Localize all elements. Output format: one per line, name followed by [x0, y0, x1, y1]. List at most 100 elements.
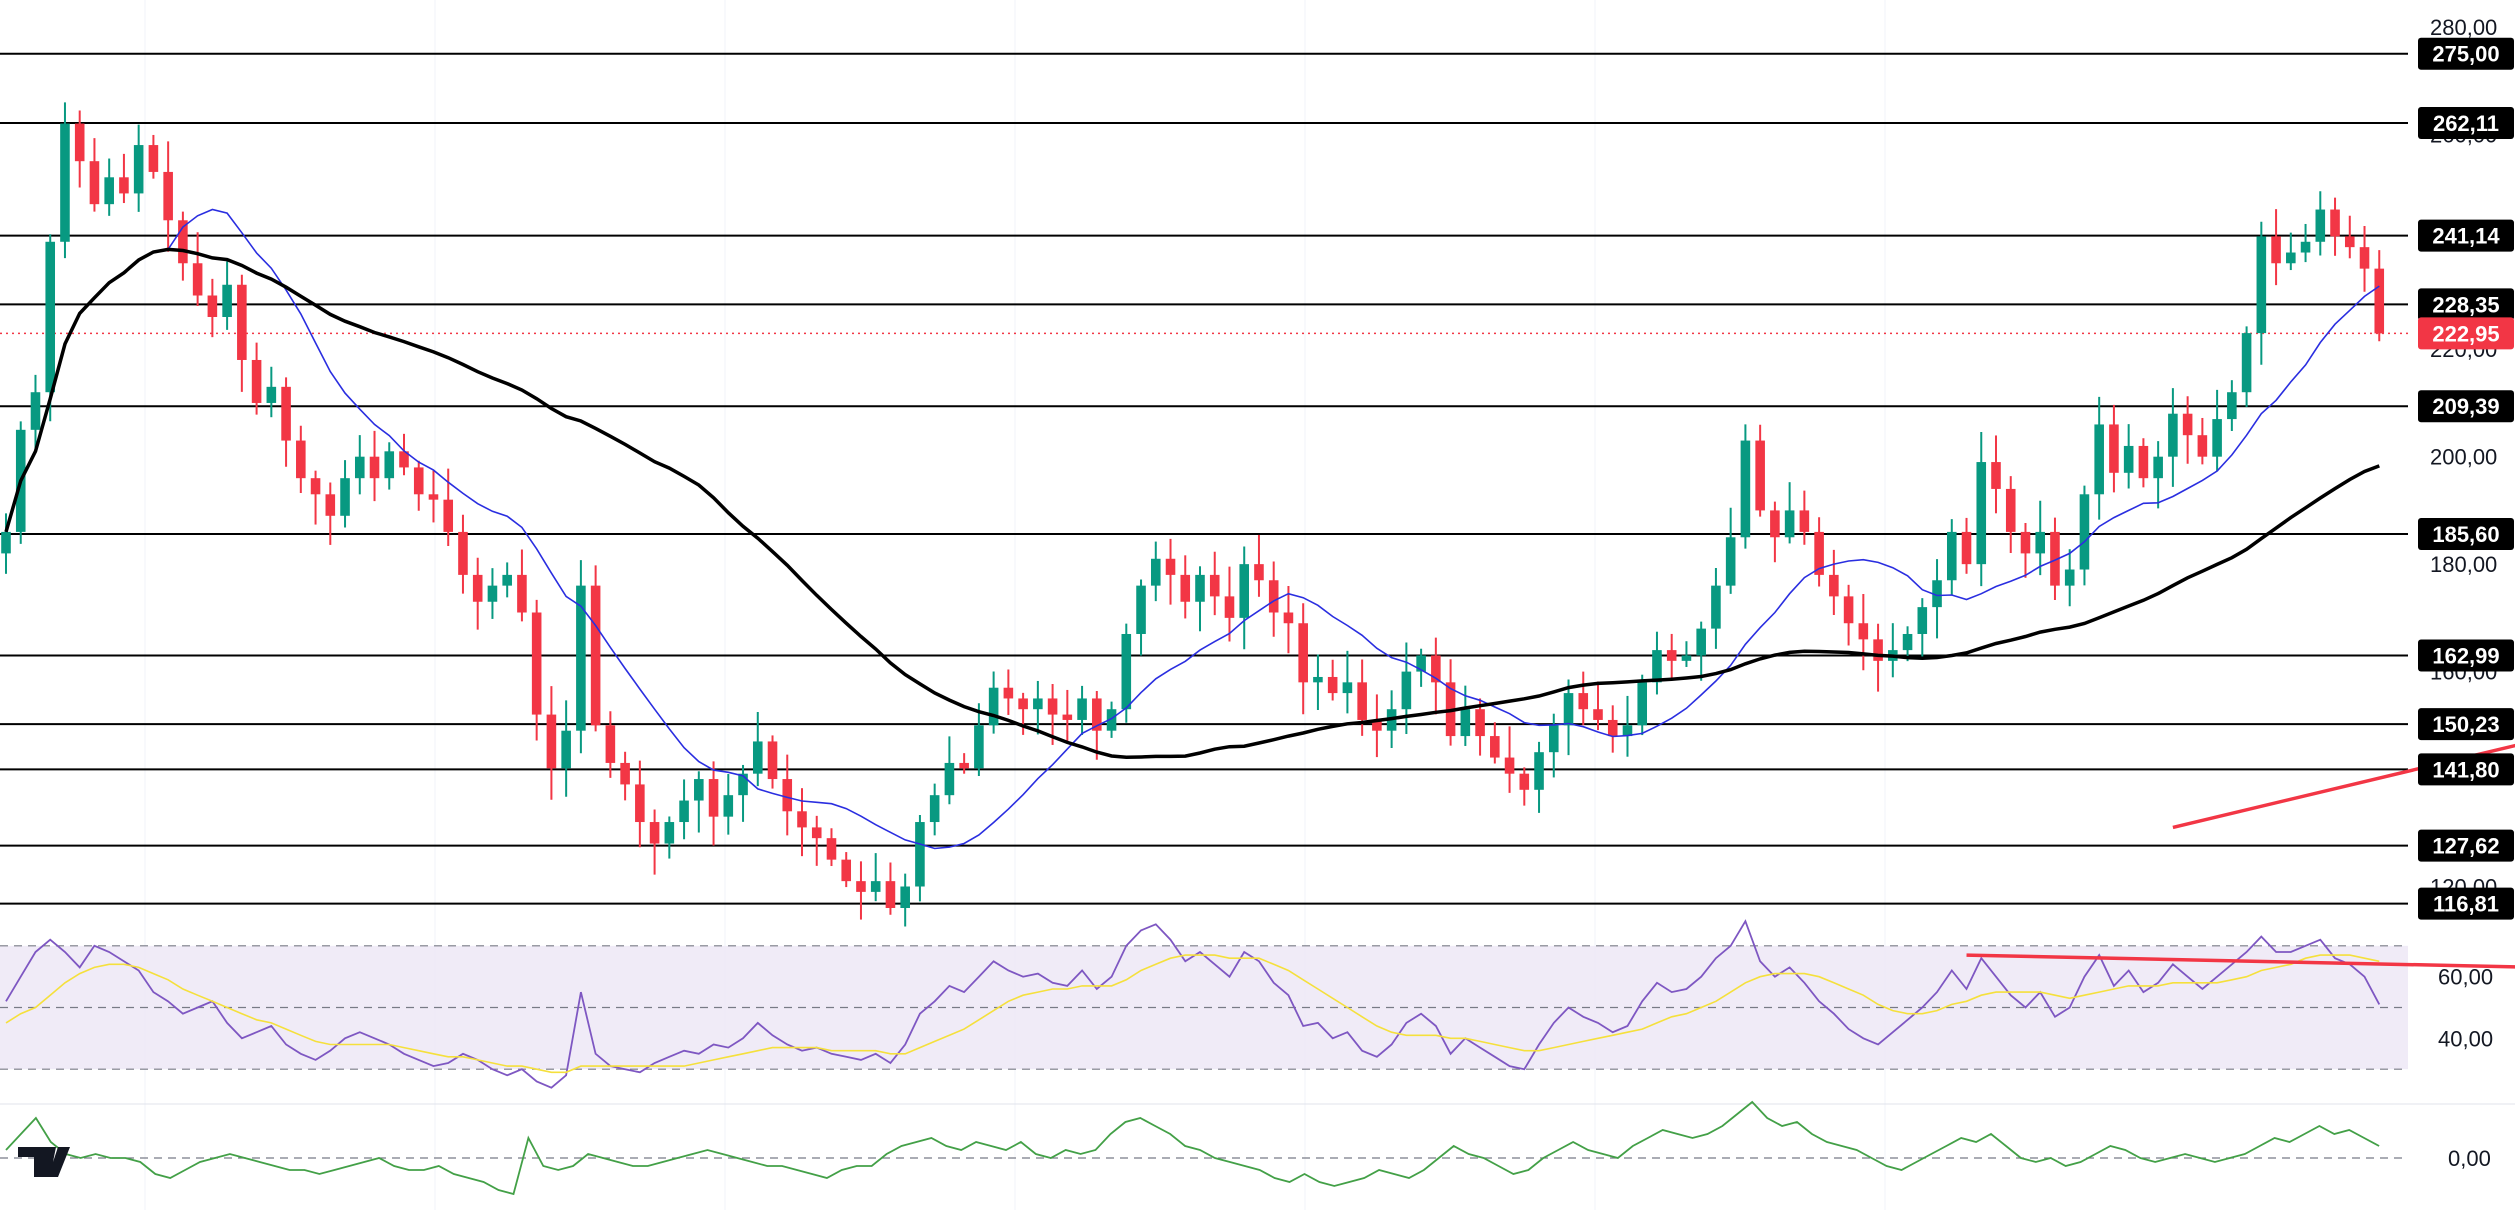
candle-body	[546, 714, 557, 769]
level-tag-label: 150,23	[2432, 712, 2499, 737]
candle-body	[2182, 413, 2193, 436]
candle-body	[60, 123, 70, 242]
candle-body	[1902, 633, 1913, 651]
candle-body	[1136, 585, 1146, 634]
rsi-tick-label: 40,00	[2438, 1026, 2493, 1051]
candle-body	[1490, 736, 1500, 758]
candle-body	[944, 762, 955, 796]
candle-body	[1416, 655, 1426, 672]
level-tag	[2418, 390, 2514, 423]
level-tag	[2418, 639, 2514, 672]
price-panel	[0, 52, 2515, 927]
level-tag	[2418, 753, 2514, 786]
candle-body	[1460, 709, 1471, 737]
candle-body	[1047, 698, 1058, 715]
level-tag	[2418, 106, 2514, 139]
candle-body	[929, 795, 940, 823]
candle-body	[281, 386, 291, 441]
level-tag	[2418, 518, 2514, 551]
candle-body	[738, 773, 748, 796]
candle-body	[1268, 580, 1279, 613]
candle-body	[752, 741, 763, 774]
candle-body	[1077, 698, 1087, 720]
candle-body	[428, 494, 439, 500]
candle-body	[2344, 236, 2355, 248]
candle-body	[915, 822, 925, 887]
candle-body	[959, 762, 969, 769]
candle-body	[620, 762, 630, 785]
candle-body	[487, 585, 498, 602]
candle-body	[1917, 607, 1928, 634]
candle-body	[178, 220, 188, 264]
price-tick-label: 280,00	[2430, 15, 2497, 40]
candle-body	[2035, 531, 2046, 554]
candle-body	[1431, 655, 1441, 683]
candle-body	[1372, 719, 1382, 731]
level-tag-label: 262,11	[2433, 111, 2499, 136]
candle-body	[1150, 558, 1161, 586]
candle-body	[2109, 424, 2119, 473]
candle-body	[458, 531, 468, 575]
candle-body	[207, 295, 218, 317]
candle-body	[2005, 488, 2016, 532]
candle-body	[502, 574, 512, 586]
candle-body	[1681, 655, 1692, 661]
candle-body	[251, 359, 262, 403]
candle-body	[1313, 676, 1323, 683]
level-tag	[2418, 219, 2514, 252]
momentum-tick-label: 0,00	[2448, 1146, 2491, 1171]
candle-body	[2094, 424, 2104, 495]
candle-body	[767, 741, 778, 780]
candle-body	[325, 494, 336, 516]
candle-body	[1121, 633, 1132, 710]
candle-body	[384, 451, 395, 479]
candle-body	[1814, 531, 1824, 575]
candle-body	[2123, 445, 2134, 473]
level-tag-label: 127,62	[2432, 834, 2499, 859]
candle-body	[870, 881, 881, 892]
candle-body	[2256, 236, 2267, 334]
candle-body	[1725, 537, 1736, 586]
rsi-trendline	[1966, 953, 2515, 969]
candle-body	[1519, 773, 1530, 790]
candle-body	[1180, 574, 1191, 602]
level-tag-label: 141,80	[2432, 757, 2499, 782]
level-tag	[2418, 887, 2514, 920]
level-tag-label: 209,39	[2432, 394, 2499, 419]
candle-body	[1770, 510, 1780, 538]
candle-body	[1342, 682, 1353, 694]
candle-body	[472, 574, 483, 602]
candle-body	[635, 784, 645, 823]
candle-body	[1563, 693, 1574, 726]
candle-body	[1593, 709, 1603, 720]
candle-body	[2330, 209, 2340, 237]
candle-body	[988, 687, 999, 726]
candle-body	[531, 612, 542, 715]
candle-body	[900, 886, 910, 908]
candle-body	[2271, 236, 2281, 264]
candle-body	[2197, 435, 2208, 457]
candle-body	[1018, 698, 1028, 710]
candle-body	[2138, 445, 2149, 479]
price-tick-label: 180,00	[2430, 552, 2497, 577]
candle-body	[369, 456, 380, 479]
trendline	[2172, 743, 2515, 830]
candle-body	[296, 440, 306, 479]
momentum-panel	[0, 1100, 2408, 1196]
rsi-signal-line	[5, 954, 2380, 1074]
candle-body	[679, 800, 689, 823]
candle-body	[1504, 757, 1515, 774]
candle-body	[1607, 719, 1618, 737]
candle-body	[443, 499, 454, 532]
candle-body	[2168, 413, 2178, 457]
candle-body	[1755, 440, 1765, 511]
candle-body	[192, 263, 203, 296]
candle-body	[1357, 682, 1367, 720]
candle-body	[1475, 709, 1485, 737]
price-tick-label: 200,00	[2430, 445, 2497, 470]
candle-body	[1873, 639, 1883, 661]
rsi-panel	[0, 919, 2515, 1105]
candle-body	[163, 171, 173, 221]
candle-body	[605, 725, 616, 763]
